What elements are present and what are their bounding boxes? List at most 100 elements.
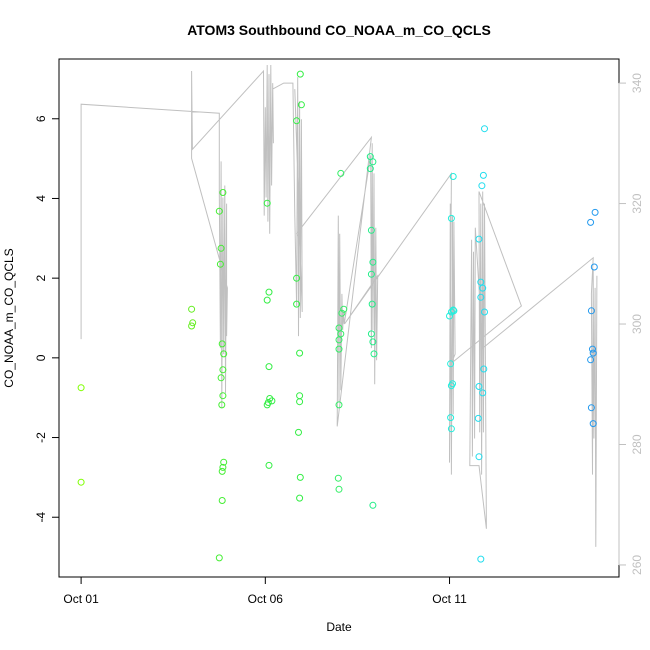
data-point bbox=[263, 199, 271, 207]
data-point bbox=[296, 349, 304, 357]
y-tick-label: -4 bbox=[34, 512, 48, 523]
data-point bbox=[296, 494, 304, 502]
data-point bbox=[297, 101, 305, 109]
data-point bbox=[587, 307, 595, 315]
data-point bbox=[369, 501, 377, 509]
data-point bbox=[263, 401, 271, 409]
data-point bbox=[479, 389, 487, 397]
data-point bbox=[296, 398, 304, 406]
data-point bbox=[77, 384, 85, 392]
data-point bbox=[218, 497, 226, 504]
data-point bbox=[475, 383, 483, 390]
data-point bbox=[366, 165, 374, 173]
data-point bbox=[293, 117, 301, 125]
data-point bbox=[369, 258, 377, 266]
data-point bbox=[591, 208, 599, 216]
data-point bbox=[368, 300, 376, 308]
data-point bbox=[587, 218, 595, 226]
data-point bbox=[218, 467, 226, 475]
data-point bbox=[265, 461, 273, 469]
data-point bbox=[296, 392, 304, 400]
data-point bbox=[266, 395, 274, 402]
data-point bbox=[296, 70, 304, 78]
data-point bbox=[447, 360, 455, 368]
y-tick-label: -2 bbox=[34, 432, 48, 443]
data-point bbox=[367, 270, 375, 278]
data-point bbox=[447, 425, 455, 433]
data-point bbox=[481, 308, 488, 316]
y-tick-label: 4 bbox=[34, 195, 48, 202]
data-point bbox=[587, 404, 595, 412]
data-point bbox=[218, 401, 226, 409]
data-point bbox=[474, 414, 482, 422]
data-point bbox=[296, 473, 304, 481]
right-y-tick-label: 300 bbox=[630, 314, 644, 334]
data-point bbox=[447, 414, 455, 422]
data-point bbox=[216, 260, 224, 268]
data-point bbox=[480, 365, 488, 373]
data-point bbox=[449, 306, 457, 314]
data-point bbox=[189, 319, 197, 327]
data-point bbox=[479, 284, 487, 292]
chart-title: ATOM3 Southbound CO_NOAA_m_CO_QCLS bbox=[187, 22, 491, 38]
data-point bbox=[188, 322, 196, 330]
series-line-0 bbox=[80, 64, 598, 547]
data-point bbox=[335, 401, 343, 409]
y-tick-label: 6 bbox=[34, 115, 48, 122]
data-point bbox=[478, 182, 486, 190]
data-point bbox=[450, 307, 458, 315]
data-point bbox=[340, 305, 348, 313]
data-point bbox=[217, 244, 225, 252]
data-point bbox=[449, 173, 457, 180]
data-point bbox=[475, 453, 483, 461]
data-point bbox=[220, 350, 228, 358]
right-y-tick-label: 260 bbox=[630, 555, 644, 575]
data-point bbox=[367, 226, 375, 234]
data-point bbox=[447, 382, 455, 390]
right-y-axis: 260 280 300 320 340 bbox=[618, 73, 644, 575]
data-point bbox=[477, 555, 485, 563]
data-point bbox=[295, 428, 302, 436]
data-point bbox=[268, 397, 276, 405]
data-point bbox=[475, 235, 483, 243]
right-y-tick-label: 340 bbox=[630, 73, 644, 93]
data-point bbox=[219, 366, 227, 374]
data-point bbox=[446, 312, 453, 320]
data-point bbox=[338, 309, 346, 317]
data-point bbox=[370, 350, 378, 358]
data-point bbox=[219, 463, 227, 471]
right-axis-line-layer bbox=[80, 64, 598, 547]
data-point bbox=[447, 214, 455, 222]
data-point bbox=[590, 263, 598, 271]
data-point bbox=[589, 345, 596, 353]
data-point bbox=[337, 169, 345, 177]
data-point bbox=[335, 345, 343, 353]
y-axis-label: CO_NOAA_m_CO_QCLS bbox=[2, 248, 16, 387]
data-point bbox=[589, 420, 597, 428]
data-point bbox=[367, 330, 375, 338]
data-point bbox=[479, 171, 487, 179]
x-tick-label: Oct 06 bbox=[248, 592, 284, 606]
y-tick-label: 2 bbox=[34, 274, 48, 281]
data-point bbox=[263, 296, 271, 304]
y-axis: -4 -2 0 2 4 6 bbox=[34, 115, 60, 523]
data-point bbox=[215, 554, 223, 562]
data-point bbox=[188, 305, 196, 313]
right-y-tick-label: 320 bbox=[630, 193, 644, 213]
data-point bbox=[217, 374, 225, 382]
data-point bbox=[220, 458, 228, 466]
data-point bbox=[215, 207, 223, 215]
data-point bbox=[293, 300, 301, 308]
right-y-tick-label: 280 bbox=[630, 434, 644, 454]
data-point bbox=[77, 478, 85, 486]
x-axis-label: Date bbox=[326, 620, 352, 634]
data-point bbox=[219, 189, 227, 196]
point-layer bbox=[77, 70, 599, 563]
x-tick-label: Oct 11 bbox=[432, 592, 467, 606]
data-point bbox=[369, 338, 377, 346]
x-axis: Oct 01 Oct 06 Oct 11 bbox=[63, 576, 467, 606]
data-point bbox=[334, 474, 342, 482]
data-point bbox=[587, 356, 595, 364]
y-tick-label: 0 bbox=[34, 354, 48, 361]
